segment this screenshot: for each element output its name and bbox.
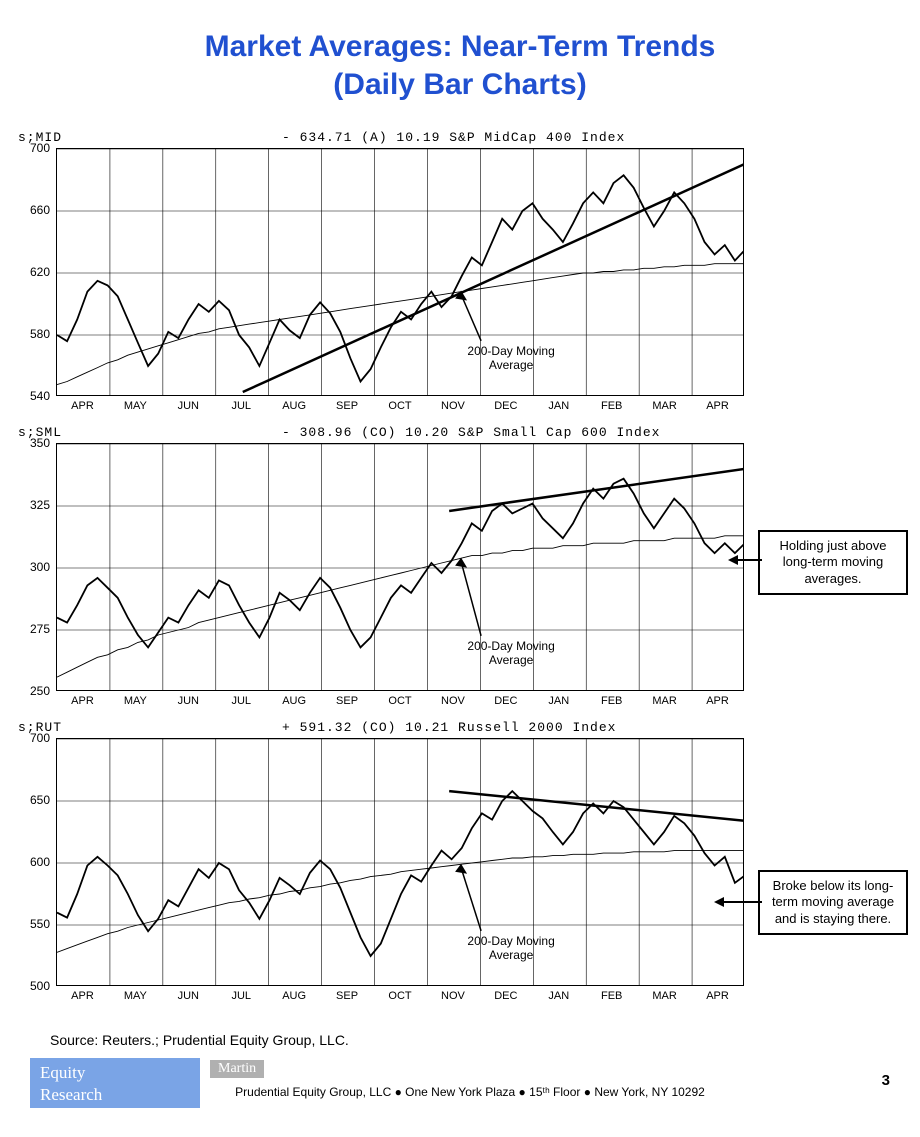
x-tick-label: DEC bbox=[494, 695, 517, 707]
x-tick-label: SEP bbox=[336, 695, 358, 707]
y-tick-label: 620 bbox=[10, 265, 50, 279]
callout-holding: Holding just above long-term moving aver… bbox=[758, 530, 908, 595]
x-tick-label: APR bbox=[71, 990, 94, 1002]
y-tick-label: 700 bbox=[10, 731, 50, 745]
x-tick-label: JUN bbox=[178, 400, 199, 412]
chart-header-text: + 591.32 (CO) 10.21 Russell 2000 Index bbox=[282, 720, 616, 735]
page-number: 3 bbox=[882, 1072, 890, 1089]
x-tick-label: MAR bbox=[652, 695, 676, 707]
source-text: Source: Reuters.; Prudential Equity Grou… bbox=[50, 1032, 349, 1048]
y-tick-label: 325 bbox=[10, 498, 50, 512]
footer-author: Martin bbox=[210, 1060, 264, 1078]
y-tick-label: 650 bbox=[10, 793, 50, 807]
footer-brand-l2: Research bbox=[40, 1085, 102, 1104]
y-tick-label: 550 bbox=[10, 917, 50, 931]
chart-sSML: s;SML- 308.96 (CO) 10.20 S&P Small Cap 6… bbox=[12, 425, 752, 720]
price-line bbox=[57, 791, 744, 956]
callout-broke: Broke below its long-term moving average… bbox=[758, 870, 908, 935]
y-tick-label: 275 bbox=[10, 622, 50, 636]
x-tick-label: MAY bbox=[124, 400, 147, 412]
charts-container: s;MID- 634.71 (A) 10.19 S&P MidCap 400 I… bbox=[12, 130, 752, 1015]
x-tick-label: APR bbox=[71, 695, 94, 707]
chart-plot: 200-Day MovingAverage bbox=[56, 443, 744, 691]
x-tick-label: AUG bbox=[282, 990, 306, 1002]
x-tick-label: JUL bbox=[231, 400, 251, 412]
price-line bbox=[57, 175, 744, 381]
title-line-1: Market Averages: Near-Term Trends bbox=[205, 30, 716, 63]
chart-plot: 200-Day MovingAverage bbox=[56, 148, 744, 396]
price-line bbox=[57, 479, 744, 648]
x-tick-label: JAN bbox=[548, 400, 569, 412]
x-tick-label: JUL bbox=[231, 990, 251, 1002]
arrow-icon bbox=[455, 291, 481, 341]
x-tick-label: MAY bbox=[124, 695, 147, 707]
x-tick-label: APR bbox=[706, 400, 729, 412]
x-tick-label: JUN bbox=[178, 990, 199, 1002]
y-tick-label: 660 bbox=[10, 203, 50, 217]
x-tick-label: FEB bbox=[601, 400, 622, 412]
x-tick-label: JUL bbox=[231, 695, 251, 707]
y-tick-label: 540 bbox=[10, 389, 50, 403]
callout-arrow-1 bbox=[728, 550, 762, 570]
x-tick-label: FEB bbox=[601, 990, 622, 1002]
y-tick-label: 600 bbox=[10, 855, 50, 869]
x-tick-label: MAR bbox=[652, 400, 676, 412]
footer-address: Prudential Equity Group, LLC ● One New Y… bbox=[210, 1085, 730, 1101]
arrow-icon bbox=[455, 558, 481, 636]
chart-header-text: - 634.71 (A) 10.19 S&P MidCap 400 Index bbox=[282, 130, 625, 145]
trend-line bbox=[449, 469, 744, 511]
x-tick-label: AUG bbox=[282, 695, 306, 707]
x-tick-label: NOV bbox=[441, 400, 465, 412]
moving-average-line bbox=[57, 851, 744, 953]
y-tick-label: 500 bbox=[10, 979, 50, 993]
x-tick-label: MAR bbox=[652, 990, 676, 1002]
chart-sMID: s;MID- 634.71 (A) 10.19 S&P MidCap 400 I… bbox=[12, 130, 752, 425]
y-tick-label: 580 bbox=[10, 327, 50, 341]
footer-brand: Equity Research bbox=[30, 1058, 200, 1108]
x-tick-label: OCT bbox=[388, 400, 411, 412]
x-tick-label: NOV bbox=[441, 990, 465, 1002]
callout-arrow-2 bbox=[714, 892, 762, 912]
y-tick-label: 250 bbox=[10, 684, 50, 698]
x-tick-label: JUN bbox=[178, 695, 199, 707]
x-tick-label: APR bbox=[71, 400, 94, 412]
chart-plot: 200-Day MovingAverage bbox=[56, 738, 744, 986]
x-tick-label: AUG bbox=[282, 400, 306, 412]
x-tick-label: MAY bbox=[124, 990, 147, 1002]
arrow-icon bbox=[455, 864, 481, 931]
x-tick-label: JAN bbox=[548, 695, 569, 707]
x-tick-label: APR bbox=[706, 990, 729, 1002]
x-tick-label: FEB bbox=[601, 695, 622, 707]
x-tick-label: DEC bbox=[494, 400, 517, 412]
moving-average-line bbox=[57, 536, 744, 677]
chart-header-text: - 308.96 (CO) 10.20 S&P Small Cap 600 In… bbox=[282, 425, 660, 440]
title-line-2: (Daily Bar Charts) bbox=[333, 68, 586, 101]
x-tick-label: JAN bbox=[548, 990, 569, 1002]
moving-average-line bbox=[57, 264, 744, 385]
x-tick-label: OCT bbox=[388, 695, 411, 707]
x-tick-label: APR bbox=[706, 695, 729, 707]
page-title: Market Averages: Near-Term Trends (Daily… bbox=[0, 0, 920, 103]
y-tick-label: 300 bbox=[10, 560, 50, 574]
x-tick-label: DEC bbox=[494, 990, 517, 1002]
y-tick-label: 350 bbox=[10, 436, 50, 450]
footer-brand-l1: Equity bbox=[40, 1063, 85, 1082]
x-tick-label: SEP bbox=[336, 990, 358, 1002]
x-tick-label: NOV bbox=[441, 695, 465, 707]
y-tick-label: 700 bbox=[10, 141, 50, 155]
x-tick-label: SEP bbox=[336, 400, 358, 412]
x-tick-label: OCT bbox=[388, 990, 411, 1002]
chart-sRUT: s;RUT+ 591.32 (CO) 10.21 Russell 2000 In… bbox=[12, 720, 752, 1015]
